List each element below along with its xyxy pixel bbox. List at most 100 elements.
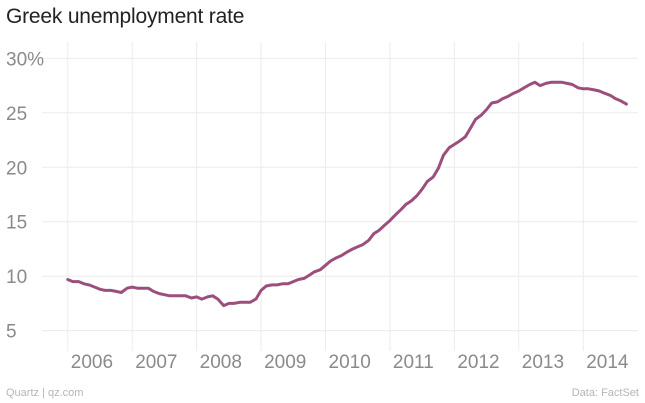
- data-point: [255, 298, 258, 301]
- data-point: [410, 200, 413, 203]
- x-axis-ticks: 2006 2007 2008 2009 2010 2011 2012 2013 2014: [71, 352, 629, 373]
- y-tick-label: 30%: [6, 49, 44, 70]
- x-tick-label: 2014: [586, 352, 629, 373]
- data-point: [351, 248, 354, 251]
- data-point: [582, 87, 585, 90]
- data-point: [287, 282, 290, 285]
- data-point: [555, 81, 558, 84]
- data-point: [72, 280, 75, 283]
- data-point: [490, 102, 493, 105]
- data-point: [394, 214, 397, 217]
- y-tick-label: 5: [6, 322, 17, 343]
- x-tick-label: 2007: [135, 352, 177, 373]
- data-point: [271, 284, 274, 287]
- data-point: [200, 298, 203, 301]
- data-point: [319, 268, 322, 271]
- data-point: [383, 224, 386, 227]
- data-point: [126, 287, 129, 290]
- data-point: [136, 287, 139, 290]
- data-point: [506, 95, 509, 98]
- y-axis-ticks: 5 10 15 20 25 30%: [6, 49, 44, 342]
- data-point: [110, 289, 113, 292]
- data-point: [238, 301, 241, 304]
- data-point: [104, 289, 107, 292]
- y-tick-label: 15: [6, 213, 27, 234]
- data-point: [561, 81, 564, 84]
- data-point: [421, 188, 424, 191]
- data-point: [598, 90, 601, 93]
- data-point: [389, 219, 392, 222]
- data-point: [179, 294, 182, 297]
- data-point: [367, 239, 370, 242]
- data-point: [400, 208, 403, 211]
- x-tick-label: 2009: [264, 352, 306, 373]
- data-point: [340, 254, 343, 257]
- data-point: [174, 294, 177, 297]
- data-point: [308, 274, 311, 277]
- series-layer: [66, 80, 628, 308]
- data-point: [292, 280, 295, 283]
- data-point: [464, 135, 467, 138]
- data-point: [372, 232, 375, 235]
- data-point: [83, 282, 86, 285]
- data-point: [66, 278, 69, 281]
- data-point: [222, 304, 225, 307]
- data-point: [625, 103, 628, 106]
- data-point: [115, 290, 118, 293]
- source-credit[interactable]: Quartz | qz.com: [6, 387, 84, 399]
- data-point: [458, 140, 461, 143]
- data-point: [244, 301, 247, 304]
- data-point: [528, 83, 531, 86]
- data-point: [217, 298, 220, 301]
- data-point: [587, 87, 590, 90]
- data-point: [577, 86, 580, 89]
- data-point: [303, 277, 306, 280]
- chart-title: Greek unemployment rate: [6, 5, 245, 28]
- data-point: [448, 146, 451, 149]
- data-point: [249, 301, 252, 304]
- data-point: [276, 284, 279, 287]
- data-point: [324, 264, 327, 267]
- data-point: [99, 288, 102, 291]
- data-point: [233, 302, 236, 305]
- x-tick-label: 2013: [522, 352, 564, 373]
- data-point: [147, 287, 150, 290]
- data-point: [517, 90, 520, 93]
- y-tick-label: 25: [6, 104, 27, 125]
- data-point: [335, 256, 338, 259]
- data-point: [442, 154, 445, 157]
- data-point: [566, 82, 569, 85]
- data-point: [88, 284, 91, 287]
- data-point: [614, 97, 617, 100]
- data-point: [496, 101, 499, 104]
- data-point: [77, 280, 80, 283]
- data-point: [265, 285, 268, 288]
- data-point: [485, 108, 488, 111]
- data-point: [131, 286, 134, 289]
- data-point: [523, 86, 526, 89]
- data-point: [158, 292, 161, 295]
- data-point: [545, 82, 548, 85]
- data-point: [260, 289, 263, 292]
- data-point: [432, 176, 435, 179]
- x-tick-label: 2010: [329, 352, 371, 373]
- data-point: [571, 83, 574, 86]
- data-point: [378, 229, 381, 232]
- data-point: [184, 294, 187, 297]
- series-line: [66, 80, 628, 308]
- x-tick-label: 2012: [457, 352, 499, 373]
- data-point: [345, 251, 348, 254]
- data-point: [453, 143, 456, 146]
- data-point: [550, 81, 553, 84]
- data-point: [469, 127, 472, 130]
- data-point: [168, 294, 171, 297]
- data-point: [501, 97, 504, 100]
- y-tick-label: 10: [6, 267, 27, 288]
- data-points: [66, 81, 627, 307]
- data-point: [206, 296, 209, 299]
- data-point: [211, 294, 214, 297]
- data-point: [313, 270, 316, 273]
- x-tick-label: 2008: [200, 352, 242, 373]
- data-point: [593, 89, 596, 92]
- data-point: [356, 245, 359, 248]
